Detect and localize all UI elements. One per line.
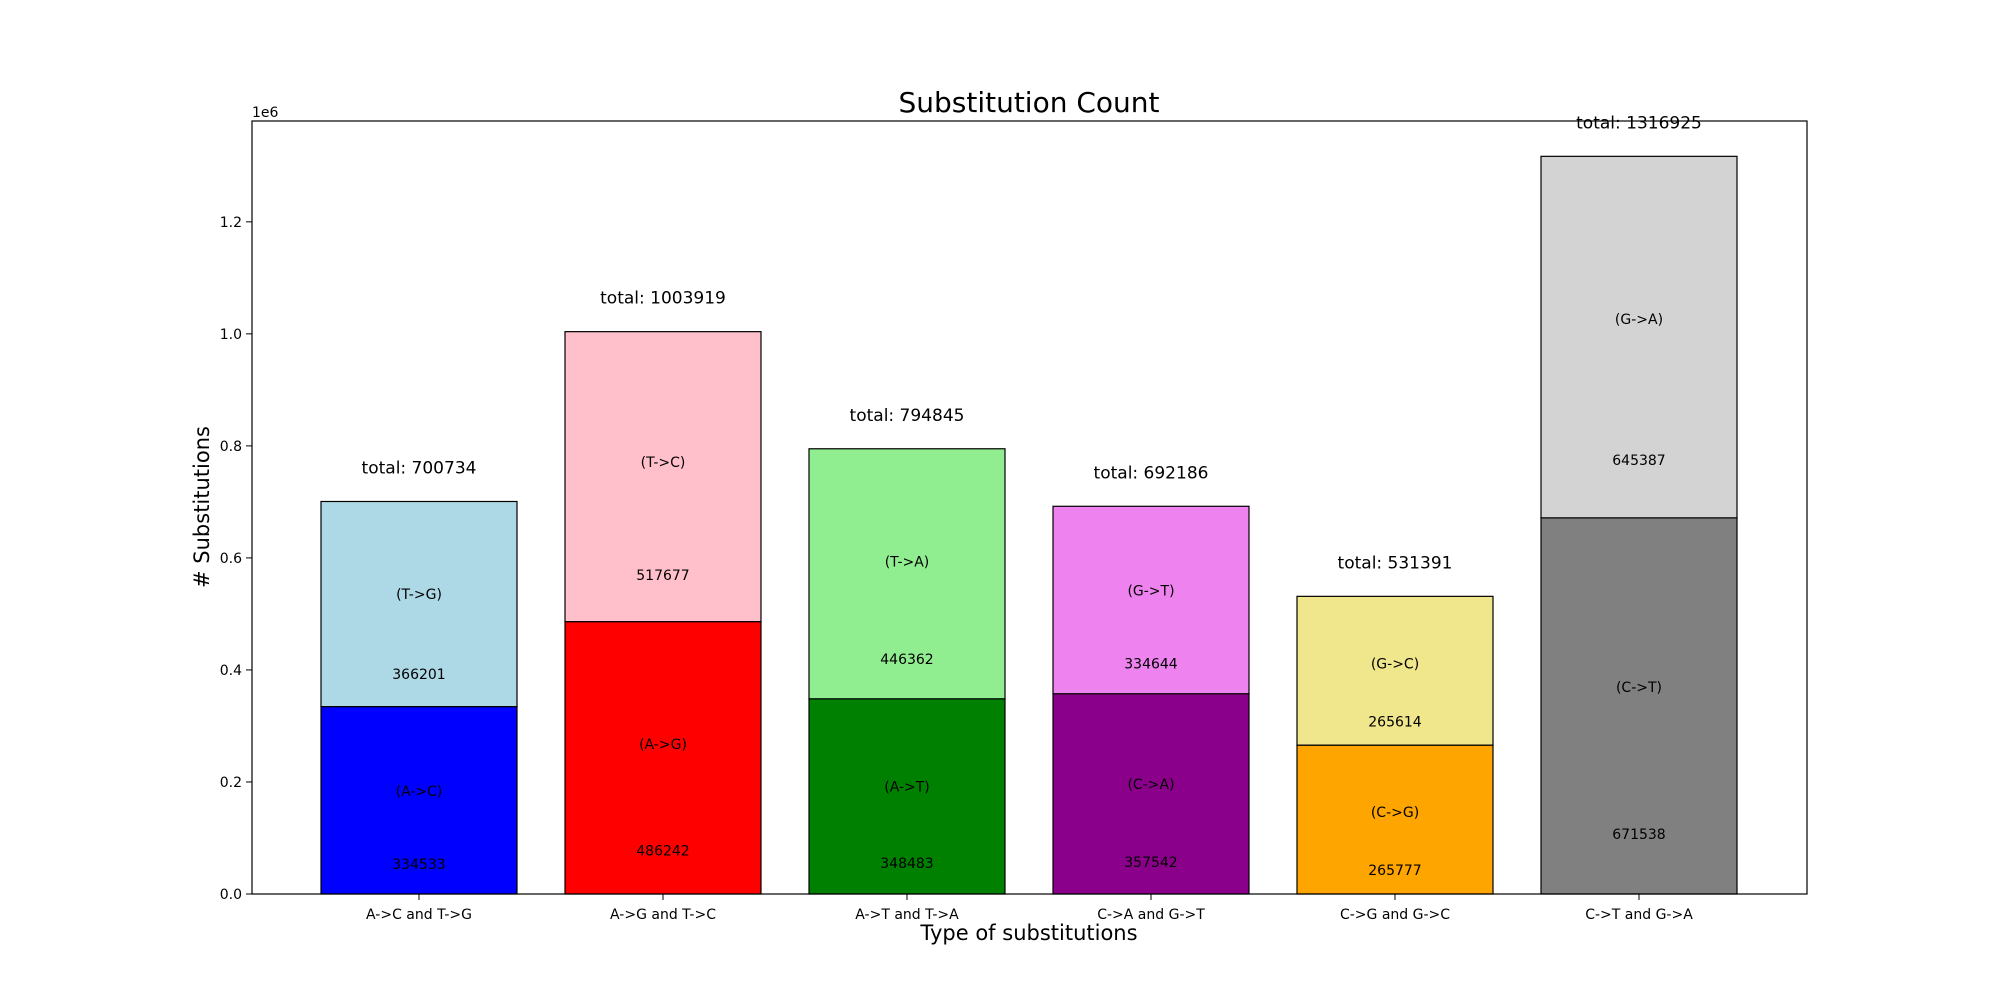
segment-value-label: 517677 — [636, 568, 689, 584]
segment-name-label: (G->C) — [1371, 656, 1419, 672]
segment-name-label: (G->A) — [1615, 312, 1663, 328]
y-axis: 0.0 0.2 0.4 0.6 0.8 1.0 1.2 — [220, 215, 252, 903]
x-tick-label: A->T and T->A — [855, 907, 959, 923]
segment-name-label: (T->A) — [885, 554, 930, 570]
bar-total-label: total: 794845 — [850, 406, 965, 426]
y-axis-offset-text: 1e6 — [252, 105, 279, 121]
y-axis-label: # Substitutions — [190, 426, 214, 588]
bar-segment-2-2 — [564, 331, 762, 623]
segment-value-label: 357542 — [1124, 855, 1177, 871]
y-tick-label: 0.2 — [220, 775, 242, 791]
bar-labels-layer: 334533 (A->C) 366201 (T->G) total: 700734 486… — [362, 113, 1702, 879]
chart-title: Substitution Count — [898, 86, 1159, 119]
x-tick-label: C->A and G->T — [1097, 907, 1205, 923]
bar-segment-4-1 — [1052, 693, 1250, 895]
x-tick-label: C->G and G->C — [1340, 907, 1450, 923]
segment-name-label: (C->T) — [1616, 680, 1662, 696]
segment-value-label: 645387 — [1612, 453, 1665, 469]
segment-name-label: (A->G) — [639, 737, 687, 753]
segment-name-label: (C->G) — [1371, 805, 1419, 821]
bar-segment-4-2 — [1052, 505, 1250, 695]
bar-segment-1-1 — [320, 706, 518, 895]
bar-segment-6-1 — [1540, 517, 1738, 895]
x-axis-label: Type of substitutions — [919, 921, 1137, 945]
segment-value-label: 366201 — [392, 667, 445, 683]
bar-total-label: total: 1316925 — [1576, 113, 1702, 133]
y-tick-label: 1.2 — [220, 215, 242, 231]
segment-value-label: 334644 — [1124, 657, 1178, 673]
segment-value-label: 265614 — [1368, 714, 1422, 730]
segment-value-label: 486242 — [636, 843, 689, 859]
bar-segment-3-2 — [808, 448, 1006, 700]
segment-value-label: 265777 — [1368, 863, 1421, 879]
segment-name-label: (T->C) — [641, 455, 686, 471]
bar-total-label: total: 531391 — [1338, 553, 1453, 573]
segment-value-label: 446362 — [880, 652, 933, 668]
segment-value-label: 334533 — [392, 857, 445, 873]
bar-total-label: total: 1003919 — [600, 289, 726, 309]
segment-name-label: (T->G) — [396, 587, 442, 603]
bars-layer — [320, 155, 1738, 895]
segment-name-label: (G->T) — [1127, 584, 1174, 600]
y-tick-label: 1.0 — [220, 327, 242, 343]
y-tick-label: 0.4 — [220, 663, 242, 679]
bar-segment-1-2 — [320, 500, 518, 708]
segment-name-label: (A->T) — [884, 780, 930, 796]
x-tick-label: C->T and G->A — [1585, 907, 1693, 923]
bar-segment-6-2 — [1540, 155, 1738, 519]
segment-name-label: (A->C) — [396, 784, 443, 800]
segment-name-label: (C->A) — [1127, 777, 1174, 793]
segment-value-label: 348483 — [880, 856, 933, 872]
x-tick-label: A->G and T->C — [610, 907, 716, 923]
bar-segment-3-1 — [808, 698, 1006, 895]
x-tick-label: A->C and T->G — [366, 907, 472, 923]
plot-frame — [251, 120, 1808, 895]
bar-segment-5-2 — [1296, 595, 1494, 746]
y-tick-label: 0.0 — [220, 887, 242, 903]
x-axis: A->C and T->G A->G and T->C A->T and T->A C… — [366, 894, 1693, 923]
bar-total-label: total: 700734 — [362, 458, 477, 478]
y-tick-label: 0.6 — [220, 551, 242, 567]
segment-value-label: 671538 — [1612, 827, 1665, 843]
bar-total-label: total: 692186 — [1094, 463, 1209, 483]
y-tick-label: 0.8 — [220, 439, 242, 455]
